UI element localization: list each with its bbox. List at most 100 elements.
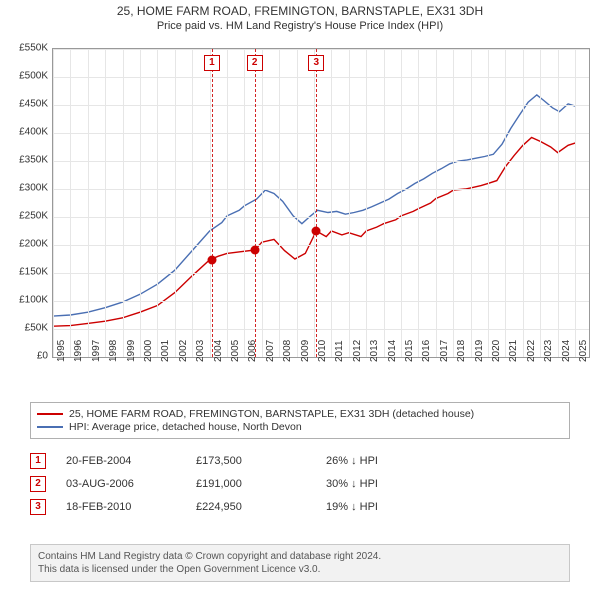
gridline-v [123,49,124,357]
sale-marker-line [255,49,256,357]
legend-label: 25, HOME FARM ROAD, FREMINGTON, BARNSTAP… [69,408,474,420]
gridline-v [88,49,89,357]
y-tick-label: £100K [19,295,48,306]
x-tick-label: 2006 [247,340,258,362]
sale-date: 20-FEB-2004 [66,455,196,467]
sale-delta: 26% ↓ HPI [326,455,446,467]
gridline-v [70,49,71,357]
sale-marker-line [316,49,317,357]
y-tick-label: £450K [19,99,48,110]
sale-number-box: 3 [30,499,46,515]
x-tick-label: 2021 [508,340,519,362]
legend-swatch [37,413,63,415]
x-tick-label: 2011 [334,340,345,362]
x-tick-label: 2012 [352,340,363,362]
sale-price: £173,500 [196,455,326,467]
gridline-v [523,49,524,357]
x-tick-label: 2000 [143,340,154,362]
x-tick-label: 2019 [474,340,485,362]
gridline-v [488,49,489,357]
sale-marker-box: 2 [247,55,263,71]
gridline-v [227,49,228,357]
legend-label: HPI: Average price, detached house, Nort… [69,421,302,433]
gridline-v [175,49,176,357]
y-tick-label: £0 [37,351,48,362]
y-tick-label: £500K [19,71,48,82]
gridline-v [540,49,541,357]
sale-marker-box: 3 [308,55,324,71]
gridline-v [436,49,437,357]
x-tick-label: 2013 [369,340,380,362]
sale-delta: 30% ↓ HPI [326,478,446,490]
x-tick-label: 1997 [91,340,102,362]
gridline-h [53,105,589,106]
x-tick-label: 2010 [317,340,328,362]
gridline-h [53,161,589,162]
gridline-v [366,49,367,357]
x-tick-label: 1999 [126,340,137,362]
x-tick-label: 2008 [282,340,293,362]
x-tick-label: 1996 [73,340,84,362]
chart-title-line2: Price paid vs. HM Land Registry's House … [0,20,600,32]
y-tick-label: £550K [19,43,48,54]
sale-marker-line [212,49,213,357]
gridline-h [53,217,589,218]
sales-table: 120-FEB-2004£173,50026% ↓ HPI203-AUG-200… [30,446,570,522]
footer-line1: Contains HM Land Registry data © Crown c… [38,550,562,563]
gridline-v [192,49,193,357]
gridline-h [53,245,589,246]
x-tick-label: 2020 [491,340,502,362]
sale-price: £224,950 [196,501,326,513]
gridline-v [210,49,211,357]
sale-row: 120-FEB-2004£173,50026% ↓ HPI [30,453,570,469]
sale-date: 18-FEB-2010 [66,501,196,513]
x-tick-label: 2001 [160,340,171,362]
sale-price: £191,000 [196,478,326,490]
gridline-v [157,49,158,357]
gridline-v [558,49,559,357]
chart-container: 25, HOME FARM ROAD, FREMINGTON, BARNSTAP… [0,4,600,594]
x-tick-label: 2024 [561,340,572,362]
x-tick-label: 2002 [178,340,189,362]
gridline-v [575,49,576,357]
x-tick-label: 2016 [421,340,432,362]
gridline-h [53,329,589,330]
sale-delta: 19% ↓ HPI [326,501,446,513]
gridline-h [53,49,589,50]
y-tick-label: £300K [19,183,48,194]
gridline-v [384,49,385,357]
gridline-v [279,49,280,357]
gridline-h [53,189,589,190]
sale-dot [250,246,259,255]
gridline-h [53,133,589,134]
sale-marker-box: 1 [204,55,220,71]
gridline-v [140,49,141,357]
legend-swatch [37,426,63,428]
footer-attribution: Contains HM Land Registry data © Crown c… [30,544,570,582]
sale-dot [207,255,216,264]
chart-area: 123 £0£50K£100K£150K£200K£250K£300K£350K… [6,44,594,394]
footer-line2: This data is licensed under the Open Gov… [38,563,562,576]
x-tick-label: 2007 [265,340,276,362]
gridline-v [262,49,263,357]
x-tick-label: 2014 [387,340,398,362]
x-tick-label: 1995 [56,340,67,362]
x-tick-label: 2005 [230,340,241,362]
y-tick-label: £200K [19,239,48,250]
x-tick-label: 2017 [439,340,450,362]
gridline-v [418,49,419,357]
legend-item: 25, HOME FARM ROAD, FREMINGTON, BARNSTAP… [37,408,563,420]
gridline-v [453,49,454,357]
gridline-v [53,49,54,357]
x-tick-label: 2022 [526,340,537,362]
y-tick-label: £350K [19,155,48,166]
gridline-v [105,49,106,357]
gridline-v [349,49,350,357]
legend: 25, HOME FARM ROAD, FREMINGTON, BARNSTAP… [30,402,570,439]
gridline-v [297,49,298,357]
gridline-v [471,49,472,357]
x-tick-label: 2023 [543,340,554,362]
chart-title-line1: 25, HOME FARM ROAD, FREMINGTON, BARNSTAP… [0,4,600,18]
sale-dot [312,227,321,236]
legend-item: HPI: Average price, detached house, Nort… [37,421,563,433]
